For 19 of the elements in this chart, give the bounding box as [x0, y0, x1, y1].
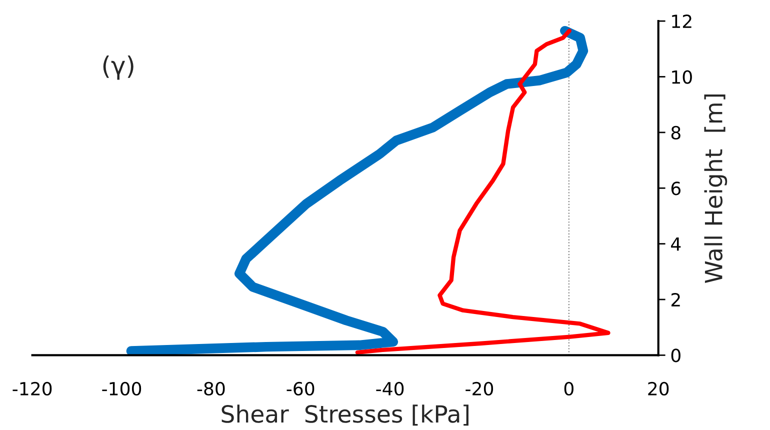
y-tick-label: 4	[671, 238, 681, 251]
x-tick-label: -60	[286, 382, 314, 396]
y-axis-title: Wall Height [m]	[704, 94, 728, 284]
x-tick-label: 20	[648, 382, 669, 396]
y-tick-label: 8	[671, 126, 680, 140]
line-series	[355, 28, 610, 354]
y-tick-label: 12	[672, 14, 692, 28]
x-tick-label: -120	[12, 382, 52, 396]
x-tick-label: -20	[466, 382, 494, 396]
x-axis-title: Shear Stresses [kPa]	[222, 404, 468, 426]
x-tick-label: -80	[197, 382, 225, 396]
x-tick-label: -40	[376, 382, 404, 396]
y-tick-label: 2	[671, 292, 680, 306]
y-tick-label: 0	[671, 348, 680, 362]
x-tick-label: -100	[102, 382, 142, 396]
annotation: (γ)	[103, 56, 134, 80]
y-tick-label: 6	[671, 182, 681, 196]
x-tick-label: 0	[564, 382, 574, 396]
y-tick-label: 10	[672, 70, 692, 84]
